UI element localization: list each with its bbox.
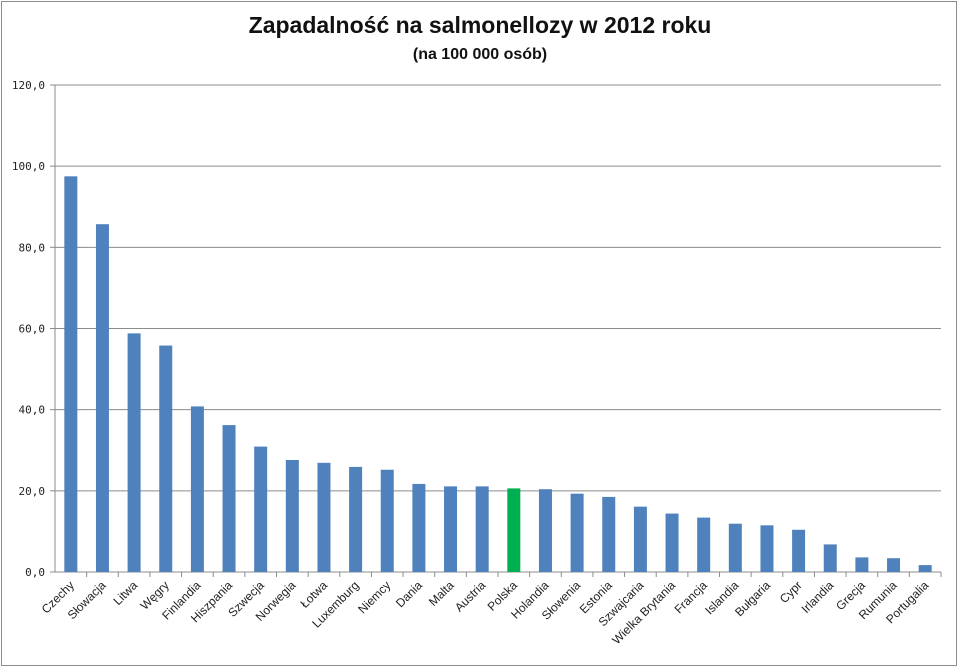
y-tick-label: 120,0 — [12, 79, 45, 92]
y-tick-label: 0,0 — [25, 566, 45, 579]
bar-28 — [918, 565, 932, 572]
bar-17 — [570, 493, 584, 572]
bar-7 — [254, 446, 268, 572]
bar-16 — [538, 489, 552, 572]
x-tick-label: Niemcy — [355, 578, 393, 616]
bar-3 — [127, 333, 141, 572]
x-tick-label: Irlandia — [799, 578, 837, 616]
bar-23 — [760, 525, 774, 572]
bar-20 — [665, 513, 679, 572]
bar-2 — [95, 224, 109, 572]
x-tick-label: Austria — [452, 578, 489, 615]
bar-14 — [475, 486, 489, 572]
bar-25 — [823, 544, 837, 572]
chart-title: Zapadalność na salmonellozy w 2012 roku — [248, 12, 712, 38]
chart-subtitle: (na 100 000 osób) — [412, 46, 548, 63]
bar-9 — [317, 462, 331, 572]
x-tick-label: Cypr — [777, 578, 805, 606]
y-tick-label: 20,0 — [19, 485, 46, 498]
bar-12 — [412, 483, 426, 572]
bar-10 — [349, 466, 363, 572]
y-tick-label: 40,0 — [19, 404, 46, 417]
y-tick-label: 60,0 — [19, 323, 46, 336]
bar-24 — [792, 529, 806, 572]
bar-19 — [633, 506, 647, 572]
x-tick-label: Bułgaria — [732, 578, 773, 619]
bar-21 — [697, 517, 711, 572]
bar-11 — [380, 469, 394, 572]
x-tick-label: Dania — [393, 578, 425, 610]
bar-26 — [855, 557, 869, 572]
bar-8 — [285, 459, 299, 572]
bar-22 — [728, 523, 742, 572]
bar-1 — [64, 176, 78, 572]
bar-27 — [887, 558, 901, 572]
bar-18 — [602, 496, 616, 572]
bar-15 — [507, 488, 521, 572]
y-tick-label: 100,0 — [12, 160, 45, 173]
bar-13 — [444, 486, 458, 572]
bar-6 — [222, 425, 236, 572]
bar-4 — [159, 345, 173, 572]
bar-5 — [190, 406, 204, 572]
x-tick-label: Litwa — [111, 578, 141, 608]
y-tick-label: 80,0 — [19, 241, 46, 254]
